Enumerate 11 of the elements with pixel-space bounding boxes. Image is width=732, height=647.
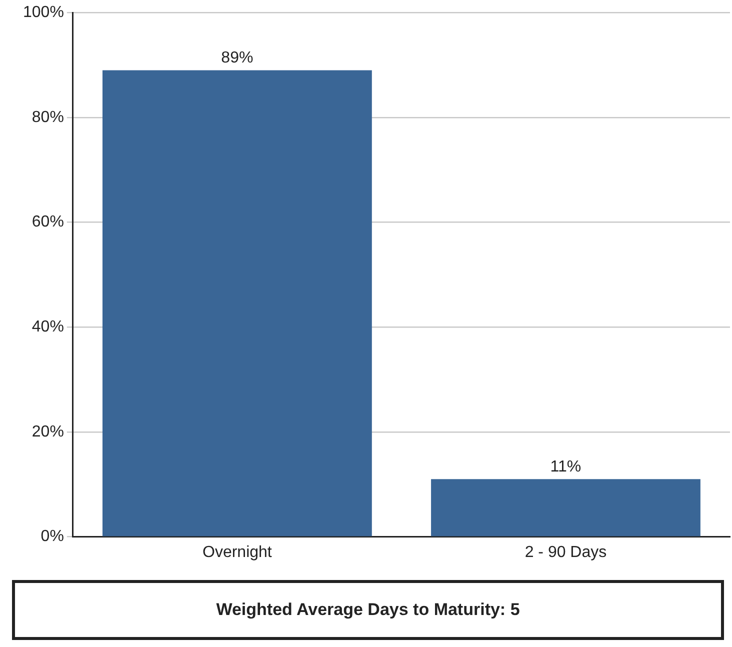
x-tick-label: Overnight (202, 544, 272, 561)
y-tick-label: 20% (32, 423, 64, 440)
y-tick-label: 0% (40, 528, 64, 546)
data-label: 11% (550, 458, 582, 476)
y-tick-label: 100% (23, 4, 64, 22)
x-tick-label: 2 - 90 Days (524, 544, 607, 561)
text: Weighted Average Days to Maturity: 5 (12, 580, 724, 640)
data-label: 89% (221, 50, 254, 67)
y-tick-label: 60% (32, 214, 64, 231)
y-tick-label: 40% (32, 318, 64, 336)
y-tick-label: 80% (32, 108, 64, 126)
